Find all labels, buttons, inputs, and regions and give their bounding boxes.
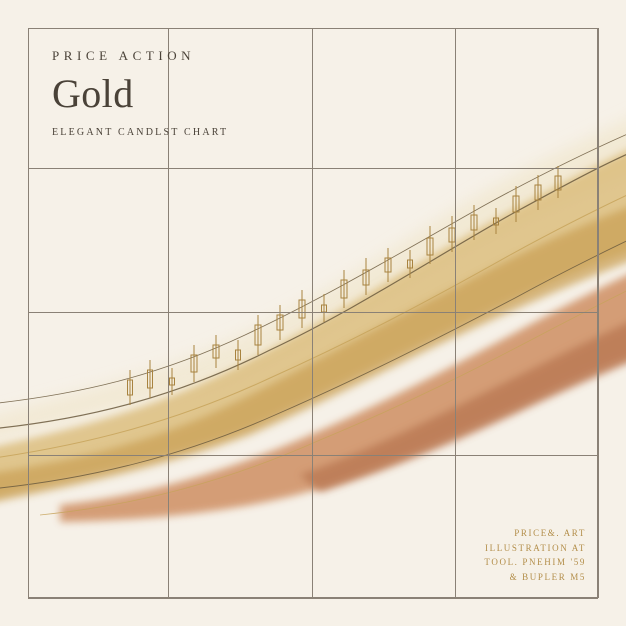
- header-block: PRICE ACTION Gold ELEGANT CANDLST CHART: [52, 48, 292, 138]
- header-eyebrow: PRICE ACTION: [52, 48, 292, 64]
- grid-line-horizontal: [28, 455, 598, 456]
- grid-line-vertical: [455, 28, 456, 598]
- grid-line-vertical: [312, 28, 313, 598]
- footer-line: & BUPLER M5: [484, 570, 586, 584]
- grid-line-horizontal: [28, 28, 598, 29]
- grid-line-horizontal: [28, 312, 598, 313]
- footer-block: PRICE&. ART ILLUSTRATION AT TOOL. PNEHIM…: [484, 526, 586, 584]
- grid-line-vertical: [598, 28, 599, 598]
- footer-line: ILLUSTRATION AT: [484, 541, 586, 555]
- header-subhead: ELEGANT CANDLST CHART: [52, 127, 292, 138]
- footer-line: TOOL. PNEHIM '59: [484, 555, 586, 569]
- header-title: Gold: [52, 70, 292, 117]
- grid-line-horizontal: [28, 598, 598, 599]
- chart-canvas: PRICE ACTION Gold ELEGANT CANDLST CHART …: [0, 0, 626, 626]
- footer-line: PRICE&. ART: [484, 526, 586, 540]
- grid-line-horizontal: [28, 168, 598, 169]
- grid-line-vertical: [28, 28, 29, 598]
